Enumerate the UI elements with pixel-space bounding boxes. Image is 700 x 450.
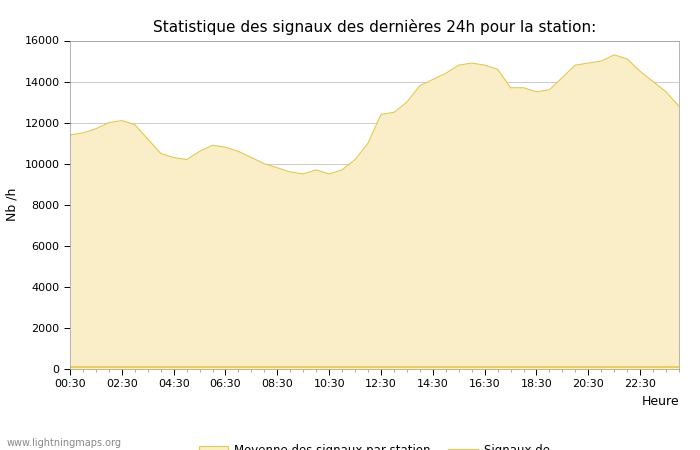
Y-axis label: Nb /h: Nb /h [6, 188, 19, 221]
Title: Statistique des signaux des dernières 24h pour la station:: Statistique des signaux des dernières 24… [153, 19, 596, 35]
Text: www.lightningmaps.org: www.lightningmaps.org [7, 438, 122, 448]
X-axis label: Heure: Heure [641, 395, 679, 408]
Legend: Moyenne des signaux par station, Signaux de: Moyenne des signaux par station, Signaux… [195, 439, 554, 450]
